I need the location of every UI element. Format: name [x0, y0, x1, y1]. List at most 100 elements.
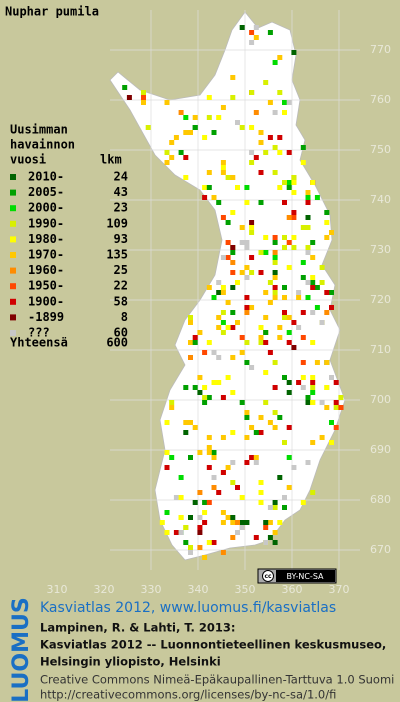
- observation-square: [272, 60, 278, 65]
- observation-square: [211, 455, 217, 460]
- legend-label: 1950-: [28, 279, 64, 293]
- observation-square: [178, 475, 184, 480]
- observation-square: [188, 355, 193, 360]
- observation-square: [286, 340, 292, 345]
- observation-square: [244, 435, 250, 440]
- observation-square: [272, 270, 278, 275]
- observation-square: [249, 455, 255, 460]
- observation-square: [286, 425, 292, 430]
- observation-square: [169, 155, 175, 160]
- observation-square: [178, 150, 184, 155]
- observation-square: [211, 130, 217, 135]
- observation-square: [272, 145, 278, 150]
- observation-square: [249, 30, 255, 35]
- observation-square: [197, 390, 203, 395]
- observation-square: [282, 375, 287, 380]
- legend-count: 22: [114, 279, 128, 293]
- observation-square: [310, 280, 316, 285]
- observation-square: [169, 400, 175, 405]
- observation-square: [329, 375, 334, 380]
- legend-total-label: Yhteensä: [10, 336, 68, 350]
- observation-square: [272, 250, 278, 255]
- observation-square: [239, 240, 245, 245]
- legend-heading: havainnon: [10, 138, 75, 152]
- license-line: Creative Commons Nimeä-Epäkaupallinen-Ta…: [40, 673, 394, 687]
- legend-label: -1899: [28, 310, 64, 324]
- observation-square: [244, 360, 250, 365]
- observation-square: [202, 195, 208, 200]
- observation-square: [141, 95, 146, 100]
- observation-square: [272, 255, 278, 260]
- observation-square: [300, 375, 306, 380]
- observation-square: [253, 460, 259, 465]
- observation-square: [249, 220, 255, 225]
- observation-square: [173, 495, 179, 500]
- observation-square: [310, 490, 316, 495]
- observation-square: [258, 490, 264, 495]
- observation-square: [329, 290, 334, 295]
- observation-square: [253, 430, 259, 435]
- observation-square: [192, 115, 198, 120]
- legend-swatch: [10, 314, 16, 321]
- legend-label: 1990-: [28, 216, 64, 230]
- observation-square: [263, 250, 269, 255]
- observation-square: [305, 200, 311, 205]
- observation-square: [206, 540, 212, 545]
- observation-square: [310, 375, 316, 380]
- observation-square: [202, 400, 208, 405]
- observation-square: [305, 460, 311, 465]
- observation-square: [239, 525, 245, 530]
- observation-square: [220, 435, 226, 440]
- observation-square: [310, 440, 316, 445]
- observation-square: [300, 145, 306, 150]
- observation-square: [164, 465, 170, 470]
- observation-square: [244, 310, 250, 315]
- observation-square: [319, 320, 325, 325]
- observation-square: [178, 495, 184, 500]
- observation-square: [169, 455, 175, 460]
- observation-square: [267, 280, 273, 285]
- grid: 310 320 330 340 350 360 370 770 760 750 740 730 720 7…: [47, 10, 391, 596]
- observation-square: [202, 385, 208, 390]
- observation-square: [310, 385, 316, 390]
- legend-count: 24: [114, 170, 128, 184]
- observation-square: [230, 515, 236, 520]
- observation-square: [310, 275, 316, 280]
- observation-square: [305, 250, 311, 255]
- observation-square: [164, 420, 170, 425]
- observation-square: [202, 500, 208, 505]
- observation-square: [249, 40, 255, 45]
- observation-square: [220, 395, 226, 400]
- observation-square: [286, 485, 292, 490]
- observation-square: [272, 275, 278, 280]
- legend-swatch: [10, 283, 16, 290]
- observation-square: [272, 235, 278, 240]
- observation-square: [235, 485, 240, 490]
- y-label: 730: [370, 243, 391, 256]
- observation-square: [282, 310, 287, 315]
- observation-square: [267, 350, 273, 355]
- legend-swatch: [10, 236, 16, 243]
- observation-square: [329, 230, 334, 235]
- observation-square: [300, 260, 306, 265]
- observation-square: [216, 355, 222, 360]
- observation-square: [244, 410, 250, 415]
- observation-square: [305, 215, 311, 220]
- observation-square: [282, 495, 287, 500]
- observation-square: [230, 480, 236, 485]
- observation-square: [263, 540, 269, 545]
- observation-square: [211, 380, 217, 385]
- observation-square: [272, 290, 278, 295]
- y-label: 670: [370, 543, 391, 556]
- atlas-link[interactable]: Kasviatlas 2012, www.luomus.fi/kasviatla…: [40, 600, 336, 616]
- observation-square: [211, 475, 217, 480]
- x-label: 350: [235, 583, 256, 596]
- observation-square: [310, 285, 316, 290]
- observation-square: [225, 300, 231, 305]
- observation-square: [286, 265, 292, 270]
- observation-square: [338, 405, 344, 410]
- observation-square: [282, 505, 287, 510]
- legend-label: ???: [28, 326, 50, 340]
- observation-square: [333, 425, 339, 430]
